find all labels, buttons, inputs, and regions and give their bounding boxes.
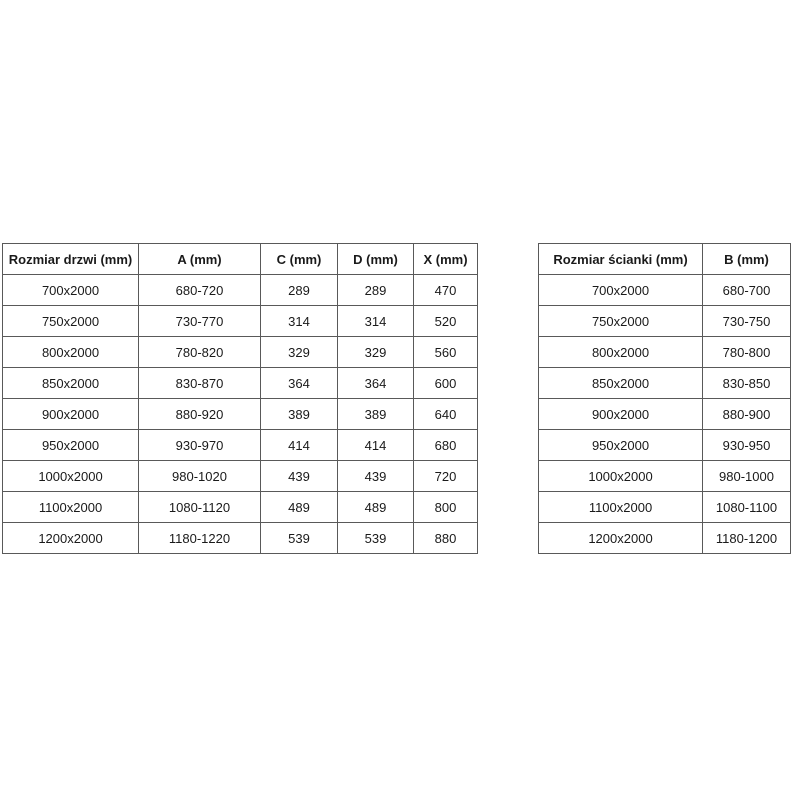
table-cell: 1200x2000 (538, 522, 703, 554)
door-table-header-row: Rozmiar drzwi (mm) A (mm) C (mm) D (mm) X (m… (2, 243, 478, 275)
table-cell: 680 (413, 429, 478, 461)
table-cell: 560 (413, 336, 478, 368)
table-cell: 730-770 (138, 305, 261, 337)
table-cell: 880 (413, 522, 478, 554)
table-row: 850x2000 830-850 (538, 367, 791, 399)
table-cell: 900x2000 (538, 398, 703, 430)
table-cell: 730-750 (702, 305, 791, 337)
table-cell: 314 (260, 305, 338, 337)
table-cell: 980-1020 (138, 460, 261, 492)
table-cell: 1180-1200 (702, 522, 791, 554)
table-cell: 700x2000 (2, 274, 139, 306)
table-cell: 640 (413, 398, 478, 430)
table-cell: 880-920 (138, 398, 261, 430)
table-row: 700x2000 680-700 (538, 274, 791, 306)
table-cell: 950x2000 (538, 429, 703, 461)
table-cell: 539 (337, 522, 414, 554)
column-header: C (mm) (260, 243, 338, 275)
column-header: X (mm) (413, 243, 478, 275)
table-cell: 329 (260, 336, 338, 368)
table-row: 1100x2000 1080-1120 489 489 800 (2, 491, 478, 523)
table-cell: 1000x2000 (2, 460, 139, 492)
table-cell: 539 (260, 522, 338, 554)
table-cell: 389 (337, 398, 414, 430)
table-row: 1200x2000 1180-1200 (538, 522, 791, 554)
table-cell: 830-870 (138, 367, 261, 399)
table-cell: 880-900 (702, 398, 791, 430)
table-row: 750x2000 730-770 314 314 520 (2, 305, 478, 337)
column-header: B (mm) (702, 243, 791, 275)
table-row: 750x2000 730-750 (538, 305, 791, 337)
table-cell: 800x2000 (538, 336, 703, 368)
table-cell: 720 (413, 460, 478, 492)
column-header: Rozmiar drzwi (mm) (2, 243, 139, 275)
table-cell: 800 (413, 491, 478, 523)
column-header: A (mm) (138, 243, 261, 275)
table-cell: 930-970 (138, 429, 261, 461)
table-cell: 750x2000 (2, 305, 139, 337)
table-cell: 680-720 (138, 274, 261, 306)
table-cell: 1080-1100 (702, 491, 791, 523)
table-cell: 780-820 (138, 336, 261, 368)
table-cell: 489 (260, 491, 338, 523)
table-row: 800x2000 780-820 329 329 560 (2, 336, 478, 368)
table-row: 1100x2000 1080-1100 (538, 491, 791, 523)
wall-table-header-row: Rozmiar ścianki (mm) B (mm) (538, 243, 791, 275)
table-cell: 1200x2000 (2, 522, 139, 554)
table-cell: 1100x2000 (2, 491, 139, 523)
table-cell: 414 (260, 429, 338, 461)
table-cell: 520 (413, 305, 478, 337)
table-cell: 489 (337, 491, 414, 523)
table-cell: 314 (337, 305, 414, 337)
table-row: 1200x2000 1180-1220 539 539 880 (2, 522, 478, 554)
table-row: 950x2000 930-950 (538, 429, 791, 461)
table-row: 850x2000 830-870 364 364 600 (2, 367, 478, 399)
table-row: 900x2000 880-900 (538, 398, 791, 430)
table-cell: 289 (337, 274, 414, 306)
table-cell: 1100x2000 (538, 491, 703, 523)
column-header: Rozmiar ścianki (mm) (538, 243, 703, 275)
table-cell: 329 (337, 336, 414, 368)
table-cell: 389 (260, 398, 338, 430)
table-cell: 900x2000 (2, 398, 139, 430)
table-cell: 439 (260, 460, 338, 492)
table-cell: 950x2000 (2, 429, 139, 461)
table-cell: 850x2000 (2, 367, 139, 399)
table-cell: 800x2000 (2, 336, 139, 368)
column-header: D (mm) (337, 243, 414, 275)
table-row: 1000x2000 980-1000 (538, 460, 791, 492)
table-row: 950x2000 930-970 414 414 680 (2, 429, 478, 461)
table-cell: 750x2000 (538, 305, 703, 337)
table-cell: 1000x2000 (538, 460, 703, 492)
table-cell: 289 (260, 274, 338, 306)
table-cell: 680-700 (702, 274, 791, 306)
table-cell: 930-950 (702, 429, 791, 461)
door-sizes-table: Rozmiar drzwi (mm) A (mm) C (mm) D (mm) X (m… (2, 243, 478, 554)
table-row: 800x2000 780-800 (538, 336, 791, 368)
table-cell: 780-800 (702, 336, 791, 368)
table-cell: 470 (413, 274, 478, 306)
table-cell: 700x2000 (538, 274, 703, 306)
table-cell: 414 (337, 429, 414, 461)
table-cell: 980-1000 (702, 460, 791, 492)
table-cell: 1180-1220 (138, 522, 261, 554)
table-cell: 850x2000 (538, 367, 703, 399)
table-cell: 830-850 (702, 367, 791, 399)
table-cell: 600 (413, 367, 478, 399)
wall-sizes-table: Rozmiar ścianki (mm) B (mm) 700x2000 680-7… (538, 243, 791, 554)
table-cell: 364 (260, 367, 338, 399)
table-row: 1000x2000 980-1020 439 439 720 (2, 460, 478, 492)
table-cell: 1080-1120 (138, 491, 261, 523)
table-cell: 439 (337, 460, 414, 492)
table-row: 700x2000 680-720 289 289 470 (2, 274, 478, 306)
table-row: 900x2000 880-920 389 389 640 (2, 398, 478, 430)
table-cell: 364 (337, 367, 414, 399)
